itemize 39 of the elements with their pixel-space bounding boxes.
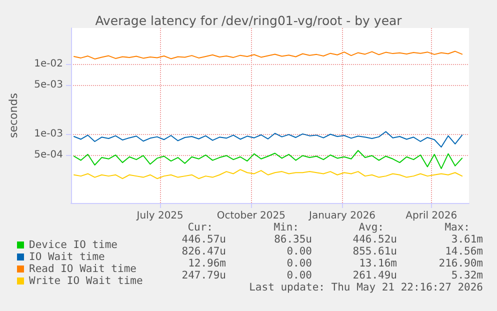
text: 0.00 <box>286 258 312 270</box>
line-series <box>73 150 463 170</box>
y-tick-label: 1e-03 <box>34 128 63 140</box>
line-series <box>73 50 463 60</box>
text: 216.90m <box>438 258 484 270</box>
text: Cur: <box>188 222 214 234</box>
text: 5.32m <box>451 270 483 282</box>
text: 3.61m <box>451 234 483 246</box>
y-tick-label: 5e-03 <box>34 80 63 91</box>
text: 261.49u <box>352 270 398 282</box>
line-series <box>73 131 463 148</box>
text: Max: <box>444 222 470 234</box>
text: Min: <box>274 222 300 234</box>
text: 14.56m <box>445 246 484 258</box>
chart-title: Average latency for /dev/ring01-vg/root - by year <box>95 13 403 28</box>
y-axis-title: seconds <box>7 92 20 138</box>
legend-label: Read IO Wait time <box>29 263 136 275</box>
text: 247.79u <box>182 270 226 282</box>
text: 12.96m <box>188 258 226 270</box>
line-series <box>73 169 463 180</box>
text: 13.16m <box>359 258 398 270</box>
text: 0.00 <box>286 270 312 282</box>
text: 86.35u <box>274 234 312 246</box>
x-tick-label: April 2026 <box>406 210 458 222</box>
x-tick-label: January 2026 <box>308 210 376 222</box>
text: 446.57u <box>182 234 226 246</box>
text: 826.47u <box>182 246 226 258</box>
text: 855.61u <box>352 246 398 258</box>
x-tick-label: July 2025 <box>136 210 184 222</box>
text: Avg: <box>358 222 384 234</box>
legend-label: IO Wait time <box>29 251 105 263</box>
text: 0.00 <box>286 246 312 258</box>
legend-label: Device IO time <box>29 239 118 251</box>
text: 446.52u <box>352 234 398 246</box>
text: Last update: Thu May 21 22:16:27 2026 <box>249 282 484 294</box>
y-tick-label: 1e-02 <box>34 58 63 70</box>
legend-label: Write IO Wait time <box>29 275 143 287</box>
x-tick-label: October 2025 <box>216 210 286 222</box>
y-tick-label: 5e-04 <box>34 150 63 161</box>
